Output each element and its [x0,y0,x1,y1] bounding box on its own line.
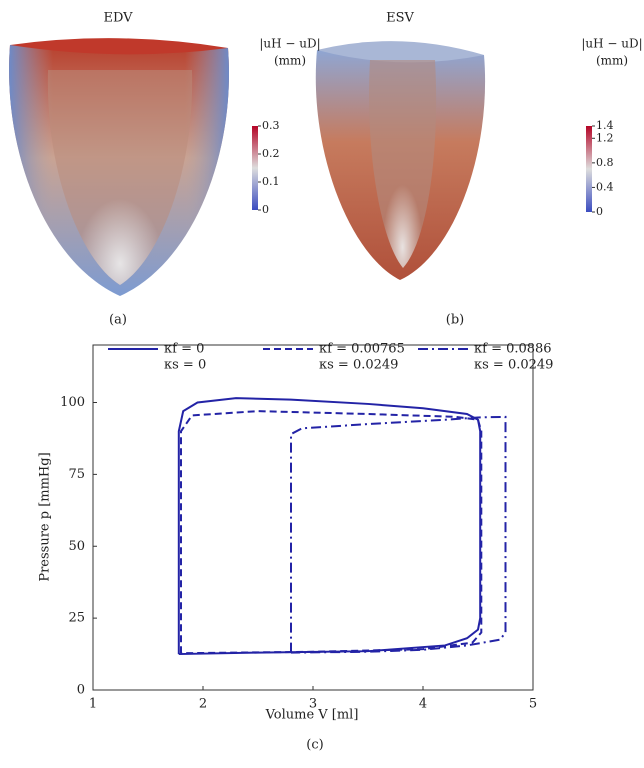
colorbar-tick-label: 0.1 [262,175,280,188]
colorbar [252,126,258,210]
colorbar-unit: (mm) [274,54,306,68]
colorbar-title: |uH − uD| [581,37,642,51]
heart-esv [316,41,485,280]
panel-caption: (b) [446,313,464,328]
x-tick-label: 3 [309,697,317,712]
panel-caption: (c) [306,738,323,753]
heart-edv [9,38,229,296]
legend-label: κf = 0.00765 [319,342,405,357]
y-tick-label: 25 [68,611,85,626]
pv-loop [181,411,481,653]
x-tick-label: 1 [89,697,97,712]
panel-label: EDV [103,11,133,26]
legend-label: κs = 0.0249 [474,358,553,373]
legend-label: κs = 0 [164,358,206,373]
colorbar-unit: (mm) [596,54,628,68]
colorbar-tick-label: 0.8 [596,156,614,169]
x-tick-label: 4 [419,697,427,712]
y-tick-label: 100 [60,395,85,410]
figure: EDV ESV (a) (b) (c) Volume V [ml] Pressu… [0,0,644,768]
x-tick-label: 5 [529,697,537,712]
colorbar-tick-label: 0 [596,205,603,218]
pv-loop [179,398,480,654]
x-tick-label: 2 [199,697,207,712]
colorbar-tick-label: 1.4 [596,119,614,132]
legend-label: κf = 0 [164,342,204,357]
colorbar-tick-label: 0 [262,203,269,216]
y-axis-label: Pressure p [mmHg] [38,452,53,581]
colorbar-tick-label: 1.2 [596,131,614,144]
y-tick-label: 50 [68,539,85,554]
colorbar-tick-label: 0.4 [596,180,614,193]
y-tick-label: 75 [68,467,85,482]
colorbar [586,126,592,212]
colorbar-tick-label: 0.3 [262,119,280,132]
legend-label: κf = 0.0886 [474,342,552,357]
legend-label: κs = 0.0249 [319,358,398,373]
panel-caption: (a) [109,313,127,328]
y-tick-label: 0 [77,683,85,698]
colorbar-tick-label: 0.2 [262,147,280,160]
pv-loop [291,417,506,653]
colorbar-title: |uH − uD| [259,37,320,51]
panel-label: ESV [386,11,414,26]
